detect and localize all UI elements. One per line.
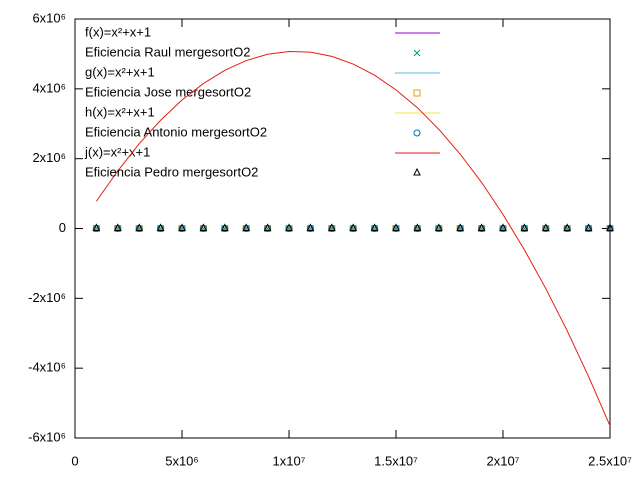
x-tick-label: 2.5x10⁷ — [588, 453, 632, 468]
marker-triangle — [92, 223, 101, 231]
marker-triangle — [520, 223, 529, 231]
y-tick-label: 2x10⁶ — [32, 150, 66, 165]
marker-triangle — [113, 223, 122, 231]
legend-label: Eficiencia Raul mergesortO2 — [85, 44, 250, 59]
marker-triangle — [606, 223, 614, 231]
marker-triangle — [563, 223, 572, 231]
y-tick-label: 4x10⁶ — [32, 80, 66, 95]
legend-label: Eficiencia Antonio mergesortO2 — [85, 124, 267, 139]
legend-label: Eficiencia Pedro mergesortO2 — [85, 164, 258, 179]
marker-triangle — [135, 223, 144, 231]
marker-triangle — [541, 223, 550, 231]
marker-triangle — [413, 223, 422, 231]
marker-cross — [413, 49, 421, 57]
legend-label: j(x)=x²+x+1 — [84, 144, 150, 159]
marker-triangle — [434, 223, 443, 231]
marker-triangle — [456, 223, 465, 231]
marker-triangle — [327, 223, 336, 231]
x-tick-label: 0 — [71, 453, 78, 468]
marker-triangle — [499, 223, 507, 231]
y-tick-label: -6x10⁶ — [28, 429, 66, 444]
x-tick-label: 5x10⁶ — [165, 453, 199, 468]
marker-triangle — [413, 167, 421, 176]
marker-triangle — [263, 223, 272, 231]
y-tick-label: -2x10⁶ — [28, 290, 66, 305]
x-tick-label: 1.5x10⁷ — [374, 453, 418, 468]
y-tick-label: 6x10⁶ — [32, 10, 66, 25]
y-tick-label: 0 — [59, 220, 66, 235]
marker-triangle — [199, 223, 208, 231]
marker-triangle — [285, 223, 293, 231]
marker-triangle — [392, 223, 400, 231]
marker-triangle — [306, 223, 315, 231]
marker-triangle — [584, 223, 593, 231]
marker-triangle — [178, 223, 186, 231]
marker-triangle — [242, 223, 251, 231]
series-line — [95, 50, 611, 426]
marker-circle — [413, 129, 421, 137]
legend-label: Eficiencia Jose mergesortO2 — [85, 84, 251, 99]
x-tick-label: 1x10⁷ — [273, 453, 306, 468]
legend-label: g(x)=x²+x+1 — [85, 64, 155, 79]
marker-triangle — [477, 223, 486, 231]
plot-border — [74, 18, 611, 439]
legend-label: f(x)=x²+x+1 — [85, 24, 151, 39]
y-tick-label: -4x10⁶ — [28, 360, 66, 375]
marker-triangle — [349, 223, 358, 231]
marker-triangle — [156, 223, 165, 231]
marker-square — [413, 89, 421, 97]
x-tick-label: 2x10⁷ — [487, 453, 520, 468]
marker-triangle — [370, 223, 379, 231]
marker-triangle — [220, 223, 229, 231]
legend-label: h(x)=x²+x+1 — [85, 104, 155, 119]
